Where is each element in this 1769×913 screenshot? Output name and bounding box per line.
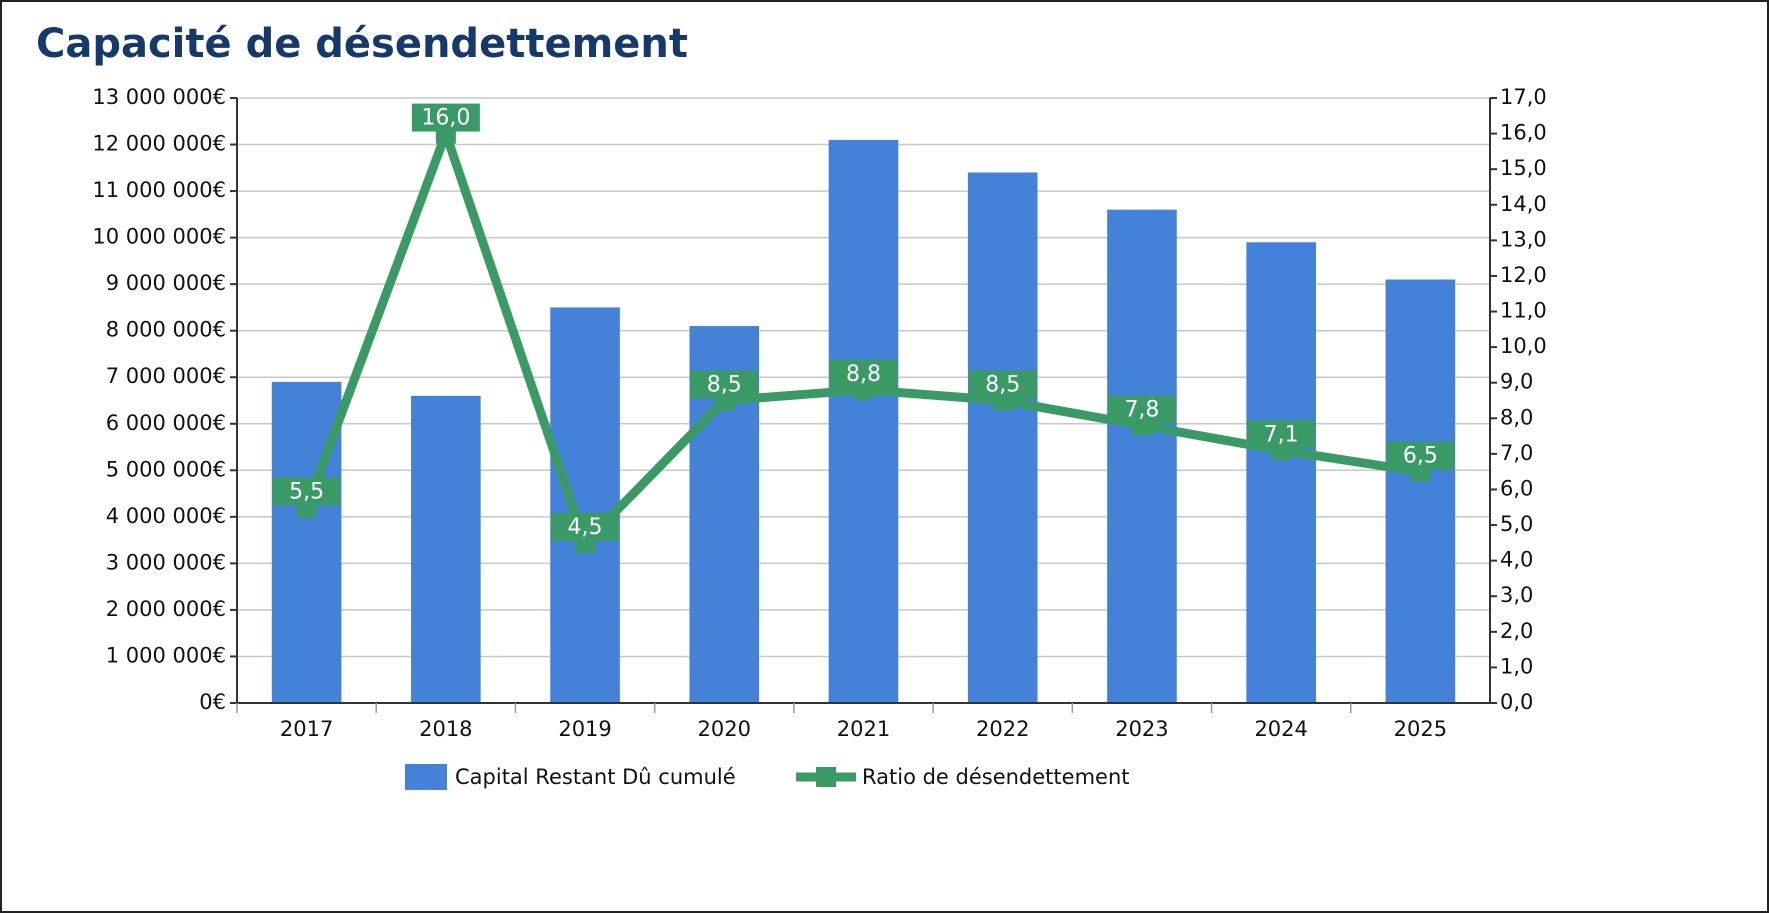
data-label-bg <box>690 370 759 399</box>
legend-label: Ratio de désendettement <box>862 765 1130 789</box>
y2-tick-label: 12,0 <box>1500 263 1547 287</box>
y-tick-label: 2 000 000€ <box>106 597 226 621</box>
y-tick-label: 8 000 000€ <box>106 318 226 342</box>
data-label-bg <box>829 359 898 388</box>
y2-tick-label: 5,0 <box>1500 512 1533 536</box>
x-tick-label: 2024 <box>1254 717 1307 741</box>
y2-tick-label: 4,0 <box>1500 548 1533 572</box>
y2-tick-label: 11,0 <box>1500 299 1547 323</box>
x-tick-label: 2025 <box>1394 717 1447 741</box>
legend-swatch <box>816 767 836 787</box>
y-tick-label: 4 000 000€ <box>106 504 226 528</box>
y2-tick-label: 6,0 <box>1500 476 1533 500</box>
bar <box>1107 209 1177 703</box>
data-label-bg <box>551 512 620 541</box>
legend-label: Capital Restant Dû cumulé <box>455 765 736 789</box>
y-tick-label: 11 000 000€ <box>92 178 226 202</box>
data-label: 7,1 <box>1264 422 1299 447</box>
y-tick-label: 5 000 000€ <box>106 457 226 481</box>
bar <box>1385 279 1456 703</box>
y-tick-label: 1 000 000€ <box>106 643 226 667</box>
data-label: 8,5 <box>985 373 1020 398</box>
y2-tick-label: 14,0 <box>1500 192 1547 216</box>
x-tick-label: 2023 <box>1115 717 1168 741</box>
y2-tick-label: 8,0 <box>1500 405 1533 429</box>
y2-tick-label: 2,0 <box>1500 619 1533 643</box>
bar <box>1246 242 1316 703</box>
data-label: 16,0 <box>421 106 470 131</box>
y-tick-label: 6 000 000€ <box>106 411 226 435</box>
y2-tick-label: 7,0 <box>1500 441 1533 465</box>
y2-tick-label: 15,0 <box>1500 156 1547 180</box>
bar <box>411 395 481 703</box>
y2-tick-label: 1,0 <box>1500 654 1533 678</box>
y2-tick-label: 0,0 <box>1500 690 1533 714</box>
data-label-bg <box>968 370 1037 399</box>
x-tick-label: 2022 <box>976 717 1029 741</box>
data-label-bg <box>272 477 341 506</box>
y-tick-label: 7 000 000€ <box>106 364 226 388</box>
bar <box>967 172 1038 703</box>
data-label: 4,5 <box>568 515 603 540</box>
data-label: 5,5 <box>289 479 324 504</box>
data-label-bg <box>1247 420 1316 449</box>
x-tick-label: 2017 <box>280 717 333 741</box>
data-label-bg <box>1107 395 1176 424</box>
data-label: 6,5 <box>1403 444 1438 469</box>
x-tick-label: 2018 <box>419 717 472 741</box>
y2-tick-label: 9,0 <box>1500 370 1533 394</box>
data-label: 8,5 <box>707 373 742 398</box>
y2-tick-label: 16,0 <box>1500 121 1547 145</box>
y-tick-label: 0€ <box>199 690 226 714</box>
bar <box>550 307 620 703</box>
y2-tick-label: 13,0 <box>1500 227 1547 251</box>
y2-tick-label: 10,0 <box>1500 334 1547 358</box>
bar <box>828 139 899 703</box>
y-tick-label: 12 000 000€ <box>92 132 226 156</box>
y-tick-label: 13 000 000€ <box>92 85 226 109</box>
y-tick-label: 9 000 000€ <box>106 271 226 295</box>
y2-tick-label: 17,0 <box>1500 85 1547 109</box>
chart-title: Capacité de désendettement <box>36 21 688 67</box>
x-tick-label: 2021 <box>837 717 890 741</box>
y-tick-label: 3 000 000€ <box>106 550 226 574</box>
x-tick-label: 2019 <box>558 717 611 741</box>
data-label: 7,8 <box>1124 397 1159 422</box>
data-label-bg <box>1386 441 1455 470</box>
data-label: 8,8 <box>846 362 881 387</box>
y-tick-label: 10 000 000€ <box>92 225 226 249</box>
legend-swatch <box>405 764 447 790</box>
data-label-bg <box>411 103 480 132</box>
x-tick-label: 2020 <box>698 717 751 741</box>
y2-tick-label: 3,0 <box>1500 583 1533 607</box>
